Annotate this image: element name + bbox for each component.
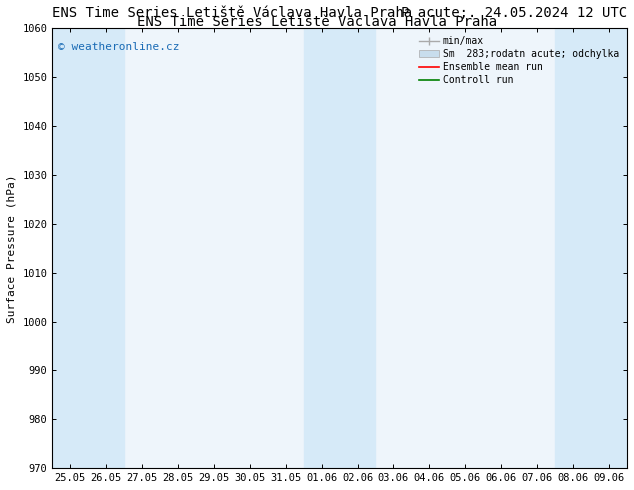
Bar bbox=[555, 28, 591, 468]
Bar bbox=[53, 28, 88, 468]
Text: P acute;. 24.05.2024 12 UTC: P acute;. 24.05.2024 12 UTC bbox=[401, 6, 627, 20]
Bar bbox=[591, 28, 627, 468]
Y-axis label: Surface Pressure (hPa): Surface Pressure (hPa) bbox=[7, 174, 17, 322]
Bar bbox=[304, 28, 340, 468]
Text: ENS Time Series Letiště Václava Havla Praha: ENS Time Series Letiště Václava Havla Pr… bbox=[53, 6, 413, 20]
Text: ENS Time Series Letiště Václava Havla Praha: ENS Time Series Letiště Václava Havla Pr… bbox=[137, 15, 497, 29]
Legend: min/max, Sm  283;rodatn acute; odchylka, Ensemble mean run, Controll run: min/max, Sm 283;rodatn acute; odchylka, … bbox=[417, 33, 622, 88]
Bar bbox=[88, 28, 124, 468]
Text: © weatheronline.cz: © weatheronline.cz bbox=[58, 42, 179, 51]
Bar bbox=[340, 28, 375, 468]
